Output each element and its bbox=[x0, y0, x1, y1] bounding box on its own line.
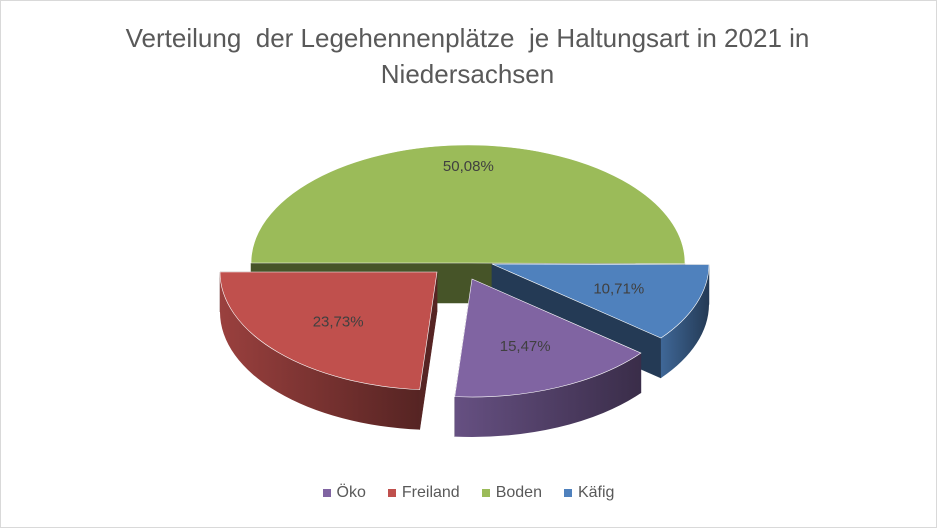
pie-labels: 50,08% 10,71% 15,47% 23,73% bbox=[313, 158, 644, 355]
slice-side-kaefig bbox=[660, 264, 709, 379]
data-label-boden: 50,08% bbox=[443, 158, 494, 175]
legend-item-freiland: Freiland bbox=[387, 484, 460, 502]
legend-item-oeko: Öko bbox=[322, 484, 366, 502]
slice-side-oeko bbox=[454, 353, 641, 437]
data-label-kaefig: 10,71% bbox=[593, 281, 644, 298]
legend-label-kaefig: Käfig bbox=[577, 484, 615, 501]
legend-item-boden: Boden bbox=[481, 484, 542, 502]
legend-label-boden: Boden bbox=[495, 484, 542, 501]
legend-item-kaefig: Käfig bbox=[563, 484, 615, 502]
legend: Öko Freiland Boden Käfig bbox=[0, 484, 937, 502]
legend-swatch-boden bbox=[481, 489, 490, 497]
chart-title: Verteilung der Legehennenplätze je Haltu… bbox=[125, 23, 817, 89]
legend-label-oeko: Öko bbox=[336, 484, 366, 501]
legend-swatch-oeko bbox=[322, 489, 331, 497]
data-label-freiland: 23,73% bbox=[313, 314, 364, 331]
legend-swatch-freiland bbox=[387, 489, 396, 497]
slice-kaefig bbox=[491, 263, 710, 339]
pie-tops bbox=[219, 144, 710, 398]
data-label-oeko: 15,47% bbox=[500, 338, 551, 355]
slice-freiland bbox=[219, 271, 438, 390]
slice-boden bbox=[250, 144, 686, 264]
slice-side-freiland bbox=[220, 272, 420, 430]
legend-swatch-kaefig bbox=[563, 489, 572, 497]
slice-oeko bbox=[454, 278, 642, 398]
legend-label-freiland: Freiland bbox=[401, 484, 460, 501]
